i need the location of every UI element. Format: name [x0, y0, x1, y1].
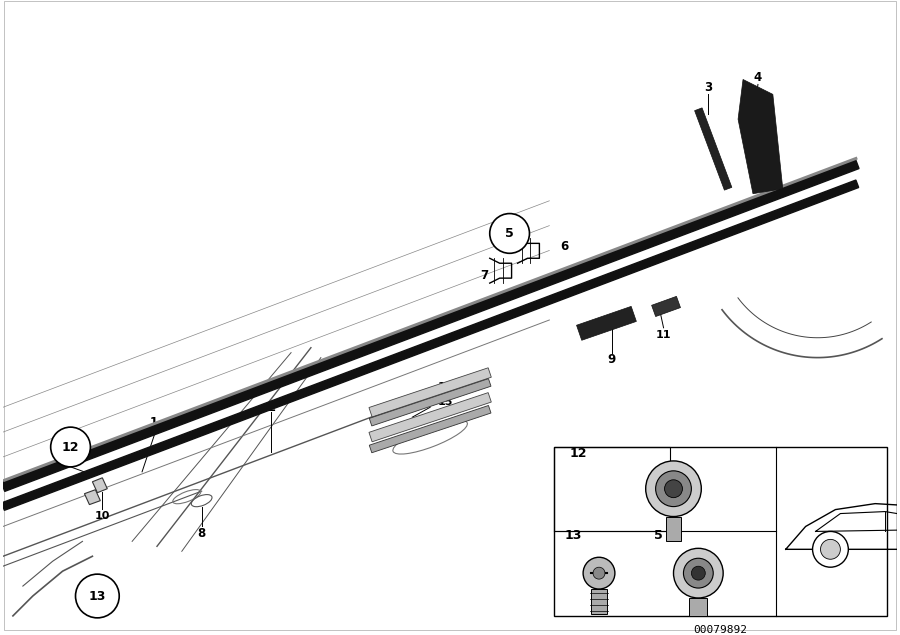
- Bar: [591, 589, 607, 614]
- Circle shape: [76, 574, 119, 618]
- Polygon shape: [695, 108, 732, 190]
- Circle shape: [645, 461, 701, 516]
- Circle shape: [673, 549, 724, 598]
- Circle shape: [664, 480, 682, 498]
- Text: 13: 13: [89, 589, 106, 603]
- Bar: [666, 516, 681, 542]
- Text: 1: 1: [150, 416, 158, 429]
- Polygon shape: [369, 368, 491, 417]
- Text: 6: 6: [560, 240, 569, 253]
- Text: 13: 13: [564, 530, 581, 542]
- Circle shape: [821, 539, 841, 559]
- Circle shape: [813, 531, 849, 567]
- Text: 8: 8: [197, 527, 206, 540]
- Circle shape: [50, 427, 90, 467]
- Text: 10: 10: [94, 511, 110, 521]
- Circle shape: [655, 471, 691, 507]
- Circle shape: [583, 558, 615, 589]
- Bar: [554, 447, 670, 531]
- Text: 14: 14: [437, 382, 453, 392]
- Text: 2: 2: [267, 401, 275, 414]
- Text: 4: 4: [754, 71, 762, 84]
- Polygon shape: [93, 478, 107, 493]
- Text: 11: 11: [656, 330, 671, 340]
- Circle shape: [490, 213, 529, 253]
- Bar: [554, 447, 887, 616]
- Polygon shape: [652, 297, 680, 316]
- Bar: [689, 598, 707, 616]
- Text: 12: 12: [62, 441, 79, 453]
- Polygon shape: [577, 306, 636, 340]
- Polygon shape: [2, 180, 859, 511]
- Text: 7: 7: [481, 269, 489, 282]
- Text: 00079892: 00079892: [693, 625, 747, 635]
- Text: 3: 3: [704, 81, 712, 94]
- Text: 12: 12: [569, 447, 587, 460]
- Text: 9: 9: [608, 353, 616, 366]
- Text: 5: 5: [653, 530, 662, 542]
- Polygon shape: [1, 159, 859, 491]
- Polygon shape: [369, 392, 491, 442]
- Text: 5: 5: [505, 227, 514, 240]
- Polygon shape: [85, 490, 100, 505]
- Circle shape: [593, 567, 605, 579]
- Polygon shape: [369, 378, 491, 426]
- Polygon shape: [369, 406, 491, 453]
- Polygon shape: [738, 79, 783, 194]
- Circle shape: [683, 558, 713, 588]
- Polygon shape: [3, 157, 858, 482]
- Text: 15: 15: [437, 398, 453, 407]
- Circle shape: [691, 566, 706, 580]
